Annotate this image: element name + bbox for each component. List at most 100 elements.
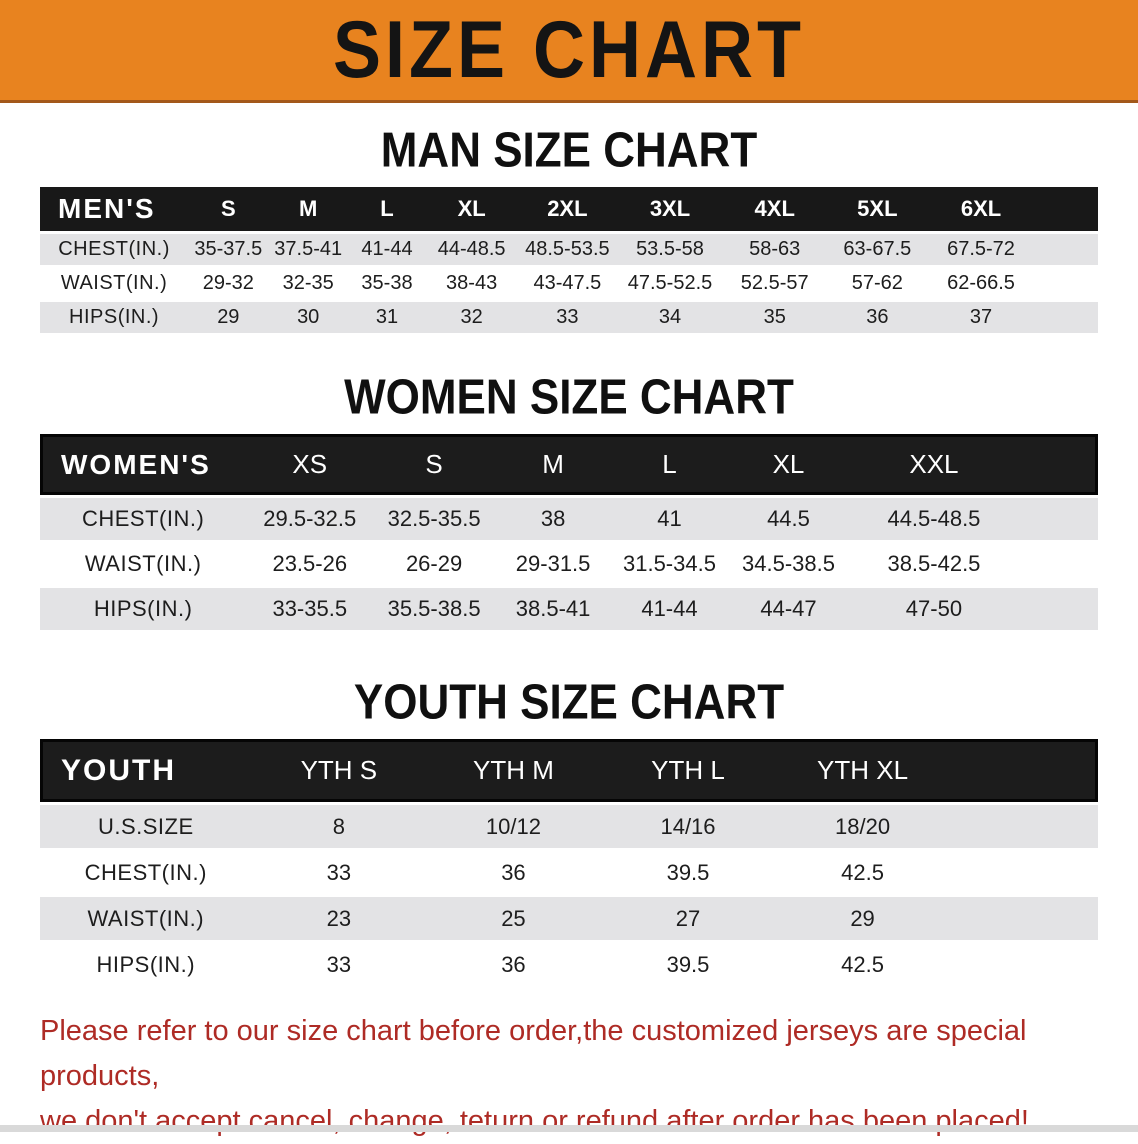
womens-section-heading: WOMEN SIZE CHART — [0, 370, 1138, 431]
row-filler — [1018, 498, 1098, 540]
row-label: WAIST(IN.) — [40, 543, 247, 585]
value-cell: 29 — [188, 302, 269, 333]
row-filler — [1018, 543, 1098, 585]
value-cell: 35-37.5 — [188, 234, 269, 265]
youth-row-hips-in: HIPS(IN.) 33 36 39.5 42.5 — [40, 943, 1098, 986]
value-cell: 48.5-53.5 — [517, 234, 618, 265]
value-cell: 23.5-26 — [246, 543, 374, 585]
value-cell: 38.5-42.5 — [849, 543, 1019, 585]
value-cell: 33 — [251, 943, 427, 986]
mens-row-hips-in: HIPS(IN.) 29 30 31 32 33 34 35 36 37 — [40, 302, 1098, 333]
value-cell: 30 — [268, 302, 348, 333]
youth-column-header-yth-m: YTH M — [426, 739, 601, 802]
bottom-edge-strip — [0, 1125, 1138, 1132]
value-cell: 41-44 — [611, 588, 728, 630]
row-filler — [949, 805, 1098, 848]
value-cell: 44-47 — [727, 588, 850, 630]
value-cell: 42.5 — [775, 943, 950, 986]
mens-header-row: MEN'S S M L XL 2XL 3XL 4XL 5XL 6XL — [40, 187, 1098, 231]
value-cell: 44-48.5 — [426, 234, 518, 265]
youth-header-row: YOUTH YTH S YTH M YTH L YTH XL — [40, 739, 1098, 802]
womens-row-waist-in: WAIST(IN.) 23.5-26 26-29 29-31.5 31.5-34.5 34… — [40, 543, 1098, 585]
youth-corner-label: YOUTH — [40, 739, 252, 802]
value-cell: 37 — [927, 302, 1035, 333]
value-cell: 10/12 — [426, 805, 601, 848]
value-cell: 32 — [426, 302, 518, 333]
value-cell: 29-32 — [188, 268, 269, 299]
mens-column-header-s: S — [188, 187, 269, 231]
value-cell: 42.5 — [775, 851, 950, 894]
value-cell: 27 — [600, 897, 776, 940]
womens-column-header-m: M — [494, 434, 612, 495]
value-cell: 26-29 — [373, 543, 495, 585]
womens-column-header-xl: XL — [727, 434, 850, 495]
womens-header-row: WOMEN'S XS S M L XL XXL — [40, 434, 1098, 495]
value-cell: 47.5-52.5 — [617, 268, 723, 299]
mens-header-filler — [1034, 187, 1098, 231]
row-label: U.S.SIZE — [40, 805, 252, 848]
value-cell: 63-67.5 — [827, 234, 928, 265]
womens-header-filler — [1018, 434, 1098, 495]
mens-column-header-6xl: 6XL — [927, 187, 1035, 231]
mens-column-header-m: M — [268, 187, 348, 231]
womens-column-header-xs: XS — [246, 434, 374, 495]
youth-heading-text: YOUTH SIZE CHART — [353, 675, 785, 730]
mens-column-header-3xl: 3XL — [617, 187, 723, 231]
row-label: CHEST(IN.) — [40, 234, 189, 265]
womens-corner-label: WOMEN'S — [40, 434, 247, 495]
youth-column-header-yth-l: YTH L — [600, 739, 776, 802]
value-cell: 41 — [611, 498, 728, 540]
mens-heading-text: MAN SIZE CHART — [380, 123, 758, 178]
youth-row-u-s-size: U.S.SIZE 8 10/12 14/16 18/20 — [40, 805, 1098, 848]
value-cell: 47-50 — [849, 588, 1019, 630]
youth-column-header-yth-s: YTH S — [251, 739, 427, 802]
banner-title: SIZE CHART — [333, 5, 805, 95]
value-cell: 29.5-32.5 — [246, 498, 374, 540]
disclaimer-line-1: Please refer to our size chart before or… — [40, 1015, 1027, 1092]
womens-heading-text: WOMEN SIZE CHART — [344, 370, 794, 425]
mens-column-header-2xl: 2XL — [517, 187, 618, 231]
youth-header-filler — [949, 739, 1098, 802]
row-filler — [949, 851, 1098, 894]
mens-column-header-5xl: 5XL — [827, 187, 928, 231]
disclaimer-line-2: we don't accept cancel, change, teturn o… — [40, 1105, 1029, 1137]
womens-column-header-s: S — [373, 434, 495, 495]
value-cell: 32.5-35.5 — [373, 498, 495, 540]
value-cell: 36 — [426, 943, 601, 986]
row-filler — [1018, 588, 1098, 630]
value-cell: 52.5-57 — [722, 268, 828, 299]
mens-size-table: MEN'S S M L XL 2XL 3XL 4XL 5XL 6XL CHEST(IN.) 35-37… — [40, 184, 1098, 336]
value-cell: 57-62 — [827, 268, 928, 299]
value-cell: 33-35.5 — [246, 588, 374, 630]
value-cell: 33 — [251, 851, 427, 894]
youth-section-heading: YOUTH SIZE CHART — [0, 675, 1138, 736]
row-filler — [1034, 268, 1098, 299]
row-label: CHEST(IN.) — [40, 498, 247, 540]
value-cell: 44.5-48.5 — [849, 498, 1019, 540]
mens-column-header-4xl: 4XL — [722, 187, 828, 231]
value-cell: 35 — [722, 302, 828, 333]
row-label: HIPS(IN.) — [40, 588, 247, 630]
womens-size-chart-section: WOMEN SIZE CHART WOMEN'S XS S M L XL XXL CHEST(… — [0, 370, 1138, 633]
value-cell: 35-38 — [347, 268, 427, 299]
value-cell: 31.5-34.5 — [611, 543, 728, 585]
womens-row-chest-in: CHEST(IN.) 29.5-32.5 32.5-35.5 38 41 44.5 44.5… — [40, 498, 1098, 540]
value-cell: 37.5-41 — [268, 234, 348, 265]
value-cell: 53.5-58 — [617, 234, 723, 265]
value-cell: 39.5 — [600, 943, 776, 986]
youth-row-chest-in: CHEST(IN.) 33 36 39.5 42.5 — [40, 851, 1098, 894]
value-cell: 62-66.5 — [927, 268, 1035, 299]
row-label: HIPS(IN.) — [40, 943, 252, 986]
value-cell: 29-31.5 — [494, 543, 612, 585]
mens-corner-label: MEN'S — [40, 187, 189, 231]
youth-size-table: YOUTH YTH S YTH M YTH L YTH XL U.S.SIZE 8 10/12… — [40, 736, 1098, 989]
value-cell: 39.5 — [600, 851, 776, 894]
value-cell: 32-35 — [268, 268, 348, 299]
value-cell: 34 — [617, 302, 723, 333]
row-label: CHEST(IN.) — [40, 851, 252, 894]
value-cell: 29 — [775, 897, 950, 940]
value-cell: 58-63 — [722, 234, 828, 265]
value-cell: 18/20 — [775, 805, 950, 848]
mens-size-chart-section: MAN SIZE CHART MEN'S S M L XL 2XL 3XL 4XL 5XL 6XL… — [0, 123, 1138, 336]
